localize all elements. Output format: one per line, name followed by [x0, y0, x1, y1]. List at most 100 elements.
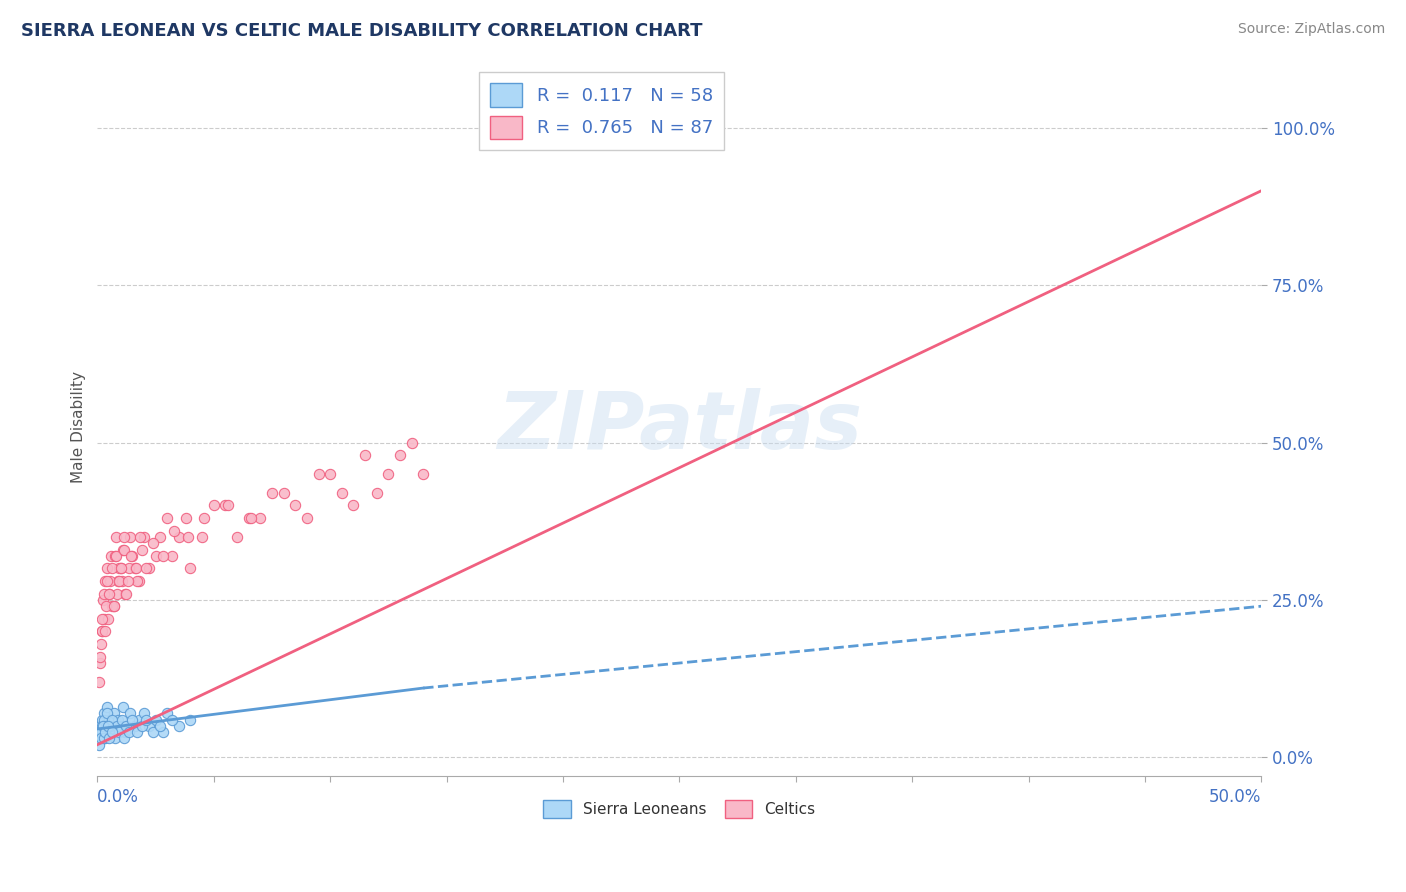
Point	[160, 713, 183, 727]
Point	[98, 586, 121, 600]
Point	[90, 624, 112, 639]
Point	[98, 731, 121, 746]
Point	[111, 542, 134, 557]
Point	[149, 530, 172, 544]
Point	[319, 467, 342, 481]
Point	[145, 549, 167, 563]
Point	[179, 561, 201, 575]
Point	[121, 549, 143, 563]
Point	[91, 612, 114, 626]
Point	[191, 530, 214, 544]
Point	[132, 530, 155, 544]
Point	[114, 725, 136, 739]
Point	[152, 549, 174, 563]
Text: ZIPatlas: ZIPatlas	[496, 388, 862, 466]
Point	[135, 713, 157, 727]
Point	[110, 719, 132, 733]
Point	[118, 706, 141, 721]
Point	[97, 725, 120, 739]
Point	[124, 561, 146, 575]
Point	[120, 549, 142, 563]
Point	[110, 561, 132, 575]
Point	[179, 713, 201, 727]
Point	[105, 719, 128, 733]
Point	[132, 706, 155, 721]
Point	[94, 574, 117, 588]
Point	[107, 574, 129, 588]
Point	[167, 530, 190, 544]
Point	[103, 599, 125, 614]
Point	[129, 530, 152, 544]
Point	[142, 536, 165, 550]
Point	[91, 593, 114, 607]
Point	[96, 700, 118, 714]
Point	[377, 467, 399, 481]
Point	[163, 524, 186, 538]
Point	[108, 561, 131, 575]
Point	[118, 561, 141, 575]
Point	[93, 713, 115, 727]
Point	[124, 719, 146, 733]
Point	[89, 738, 111, 752]
Point	[249, 511, 271, 525]
Point	[91, 719, 114, 733]
Point	[104, 725, 127, 739]
Point	[90, 725, 112, 739]
Point	[91, 713, 114, 727]
Point	[174, 511, 197, 525]
Point	[152, 725, 174, 739]
Point	[96, 706, 118, 721]
Point	[342, 499, 364, 513]
Text: 0.0%: 0.0%	[97, 788, 139, 805]
Point	[100, 549, 122, 563]
Point	[167, 719, 190, 733]
Point	[89, 731, 111, 746]
Point	[111, 574, 134, 588]
Point	[156, 511, 179, 525]
Point	[97, 612, 120, 626]
Text: Source: ZipAtlas.com: Source: ZipAtlas.com	[1237, 22, 1385, 37]
Point	[89, 725, 111, 739]
Point	[104, 731, 127, 746]
Point	[115, 586, 138, 600]
Point	[115, 719, 138, 733]
Point	[98, 713, 121, 727]
Point	[156, 706, 179, 721]
Point	[105, 549, 128, 563]
Point	[91, 725, 114, 739]
Point	[330, 486, 353, 500]
Point	[138, 561, 160, 575]
Point	[128, 574, 150, 588]
Point	[103, 706, 125, 721]
Point	[101, 725, 124, 739]
Point	[104, 530, 127, 544]
Point	[145, 713, 167, 727]
Point	[96, 574, 118, 588]
Point	[107, 713, 129, 727]
Point	[94, 725, 117, 739]
Point	[273, 486, 295, 500]
Point	[112, 542, 135, 557]
Point	[118, 530, 141, 544]
Point	[112, 530, 135, 544]
Point	[89, 656, 111, 670]
Point	[108, 725, 131, 739]
Point	[103, 599, 125, 614]
Point	[96, 561, 118, 575]
Point	[121, 713, 143, 727]
Point	[388, 448, 411, 462]
Point	[93, 586, 115, 600]
Point	[295, 511, 318, 525]
Point	[93, 731, 115, 746]
Point	[238, 511, 260, 525]
Point	[217, 499, 239, 513]
Point	[177, 530, 200, 544]
Point	[98, 574, 121, 588]
Point	[89, 649, 111, 664]
Point	[97, 719, 120, 733]
Point	[125, 561, 148, 575]
Point	[94, 731, 117, 746]
Point	[135, 561, 157, 575]
Point	[105, 586, 128, 600]
Point	[104, 549, 127, 563]
